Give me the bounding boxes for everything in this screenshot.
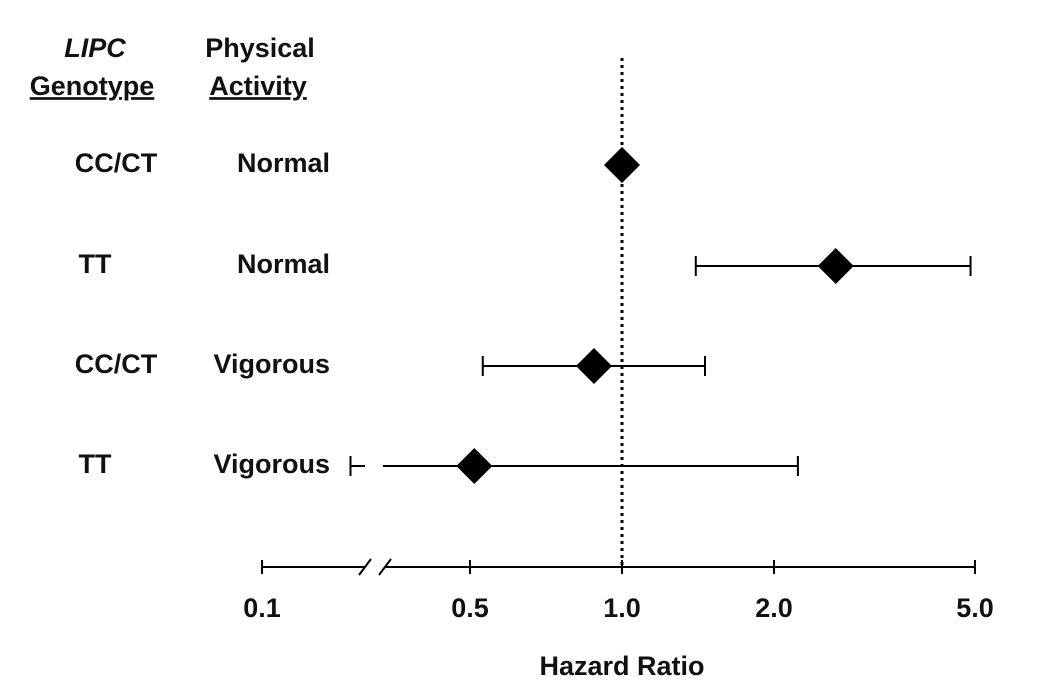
- genotype-label: TT: [79, 249, 112, 279]
- activity-label: Normal: [237, 249, 330, 279]
- point-estimate: [575, 348, 612, 384]
- activity-label: Normal: [237, 148, 330, 178]
- axis-break: [358, 558, 372, 576]
- column-header: Genotype: [30, 71, 155, 101]
- activity-label: Vigorous: [213, 349, 330, 379]
- x-tick-label: 5.0: [956, 593, 994, 623]
- axis-break: [378, 558, 392, 576]
- genotype-label: TT: [79, 449, 112, 479]
- activity-label: Vigorous: [213, 449, 330, 479]
- x-tick-label: 1.0: [603, 593, 641, 623]
- genotype-label: CC/CT: [75, 148, 158, 178]
- genotype-label: CC/CT: [75, 349, 158, 379]
- column-header: Activity: [209, 71, 307, 101]
- x-tick-label: 0.5: [451, 593, 489, 623]
- point-estimate: [604, 147, 640, 183]
- x-tick-label: 2.0: [755, 593, 793, 623]
- column-header: LIPC: [64, 33, 126, 63]
- point-estimate: [817, 248, 854, 284]
- x-axis-label: Hazard Ratio: [539, 651, 704, 681]
- x-tick-label: 0.1: [243, 593, 281, 623]
- column-header: Physical: [205, 33, 315, 63]
- point-estimate: [456, 448, 493, 484]
